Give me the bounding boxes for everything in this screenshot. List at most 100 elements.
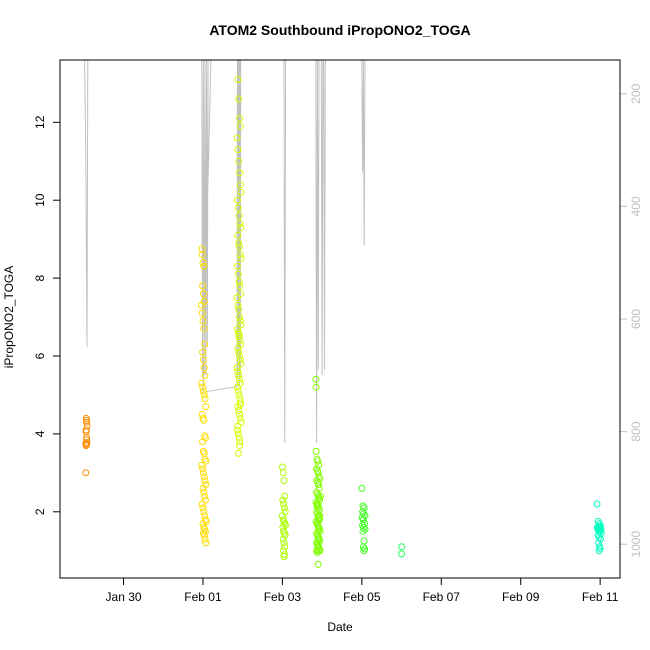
data-point <box>199 356 207 364</box>
data-point <box>359 527 367 535</box>
data-point <box>237 255 245 263</box>
series-feb03 <box>278 463 290 561</box>
data-point <box>199 317 207 325</box>
data-point <box>202 403 210 411</box>
data-point <box>235 333 243 340</box>
data-point <box>315 504 323 512</box>
data-point <box>234 204 242 212</box>
data-point <box>202 539 210 547</box>
data-point <box>200 531 208 539</box>
data-point <box>198 309 206 317</box>
x-tick-label: Feb 05 <box>343 590 381 604</box>
data-point <box>202 457 210 465</box>
data-point <box>201 340 209 348</box>
data-point <box>280 539 288 547</box>
data-point <box>312 375 320 383</box>
data-point <box>360 523 368 531</box>
data-point <box>314 560 322 568</box>
data-point <box>234 426 241 434</box>
data-point <box>199 469 207 477</box>
data-point <box>201 477 209 485</box>
data-point <box>235 391 243 399</box>
data-point <box>236 442 243 450</box>
data-point <box>235 372 243 379</box>
data-point <box>312 447 320 455</box>
altitude-line-layer <box>83 59 601 443</box>
data-point <box>314 543 322 551</box>
y-tick-label: 12 <box>33 115 47 129</box>
data-point <box>313 539 321 547</box>
x-tick-label: Feb 09 <box>502 590 540 604</box>
data-point <box>234 344 242 352</box>
data-point <box>313 547 321 555</box>
data-point <box>236 375 243 383</box>
data-point <box>201 492 209 500</box>
data-point <box>315 547 323 555</box>
data-point <box>199 504 207 512</box>
data-point <box>235 449 243 457</box>
data-point <box>315 512 323 520</box>
data-point <box>280 504 288 512</box>
data-point <box>361 525 369 533</box>
data-point <box>234 196 241 204</box>
data-point <box>234 368 242 376</box>
data-point <box>199 387 207 395</box>
x-tick-label: Feb 07 <box>423 590 461 604</box>
data-point <box>234 231 242 239</box>
series-feb01 <box>197 245 210 547</box>
data-point <box>236 410 243 418</box>
data-point <box>199 348 207 356</box>
data-point <box>234 422 242 430</box>
right-y-tick-label: 200 <box>629 83 643 103</box>
data-point <box>235 434 243 442</box>
x-tick-label: Jan 30 <box>106 590 142 604</box>
data-point <box>234 383 241 391</box>
data-point <box>359 516 367 524</box>
data-point <box>236 352 243 360</box>
data-point <box>279 469 287 477</box>
x-tick-label: Feb 03 <box>264 590 302 604</box>
data-point <box>234 262 241 270</box>
data-point <box>235 157 243 165</box>
data-point <box>236 243 243 251</box>
data-point <box>234 387 242 395</box>
data-point <box>237 360 245 368</box>
data-point <box>360 547 368 555</box>
y-tick-label: 8 <box>33 274 47 281</box>
data-point <box>200 364 208 372</box>
data-point <box>236 401 244 409</box>
y-tick-label: 10 <box>33 193 47 207</box>
data-point <box>314 516 322 524</box>
data-point <box>199 259 207 266</box>
data-point <box>278 463 286 471</box>
y-tick-label: 4 <box>33 430 47 437</box>
data-point <box>201 535 209 543</box>
data-point <box>82 469 90 477</box>
data-point <box>236 356 244 364</box>
data-point <box>312 383 320 391</box>
data-point <box>198 251 206 259</box>
data-point <box>236 251 244 259</box>
data-point <box>281 543 289 551</box>
series-feb02 <box>233 76 245 457</box>
data-point <box>233 294 241 302</box>
series-feb11 <box>593 500 605 555</box>
data-point <box>597 523 604 531</box>
data-point <box>83 439 91 446</box>
chart-title: ATOM2 Southbound iPropONO2_TOGA <box>209 22 470 38</box>
data-point <box>199 290 207 298</box>
data-point <box>200 449 208 457</box>
data-point <box>358 484 366 492</box>
data-point <box>315 535 323 543</box>
data-point <box>281 492 289 500</box>
data-point <box>199 484 207 492</box>
data-point <box>82 426 90 434</box>
data-point <box>200 391 208 399</box>
data-point <box>201 496 209 504</box>
data-point <box>200 508 208 516</box>
data-point <box>279 535 287 543</box>
right-y-tick-label: 1000 <box>629 531 643 558</box>
plot-frame <box>59 59 621 579</box>
data-point <box>236 220 244 228</box>
x-tick-label: Feb 11 <box>582 590 619 604</box>
